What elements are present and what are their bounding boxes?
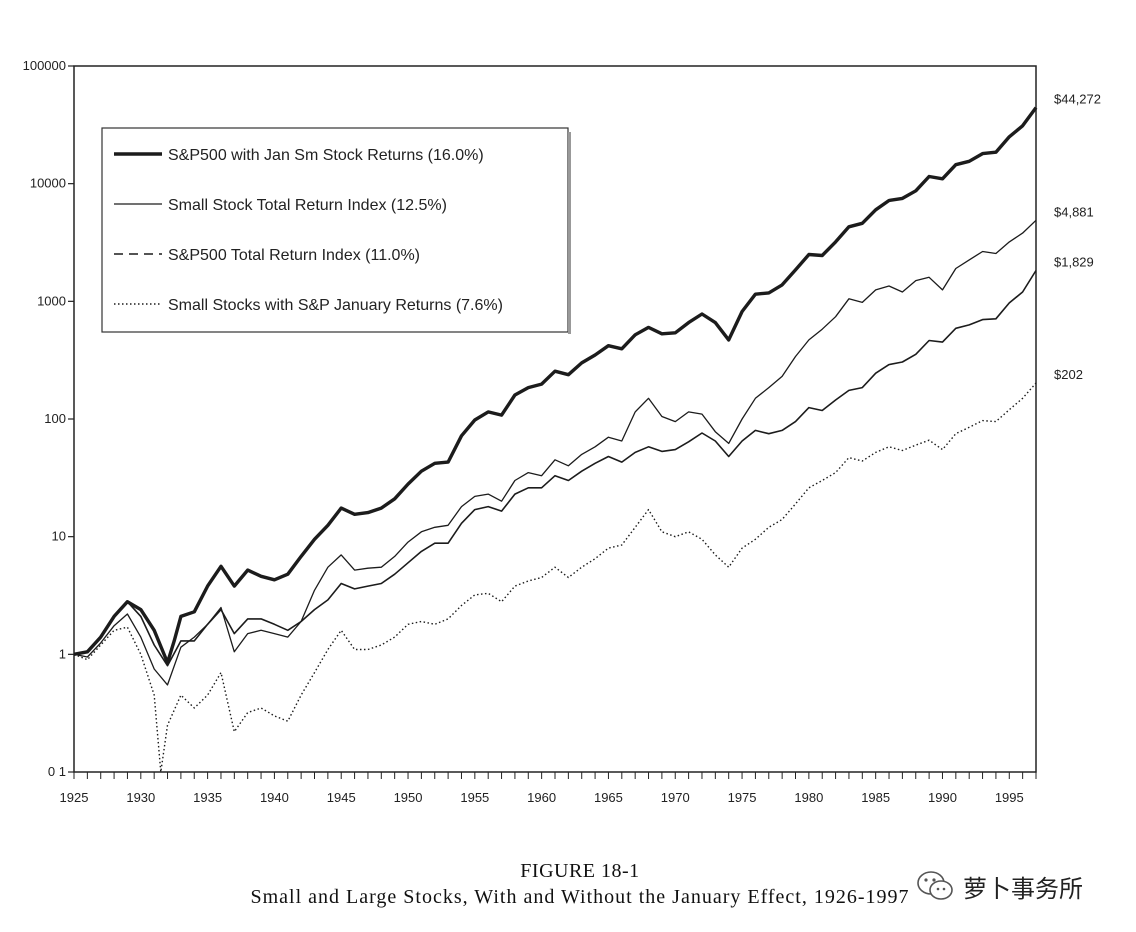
y-tick-label: 1000	[37, 293, 66, 308]
series-layer	[73, 106, 1038, 773]
x-tick-label: 1925	[60, 790, 89, 805]
y-tick-label: 10	[52, 529, 66, 544]
legend-label: Small Stocks with S&P January Returns (7…	[168, 297, 503, 314]
y-tick-label: 1	[59, 646, 66, 661]
end-labels: $44,272 $4,881 $1,829 $202	[1054, 92, 1101, 382]
figure-label: FIGURE 18-1	[520, 860, 640, 882]
y-tick-label: 10000	[30, 176, 66, 191]
x-tick-label: 1930	[126, 790, 155, 805]
legend: S&P500 with Jan Sm Stock Returns (16.0%)…	[101, 127, 571, 334]
y-tick-label: 0 1	[48, 764, 66, 779]
x-tick-label: 1980	[794, 790, 823, 805]
figure-caption: FIGURE 18-1 Small and Large Stocks, With…	[150, 858, 1010, 910]
x-tick-label: 1945	[327, 790, 356, 805]
x-tick-label: 1955	[460, 790, 489, 805]
series-line-dashed	[73, 270, 1037, 667]
x-tick-label: 1985	[861, 790, 890, 805]
x-tick-label: 1995	[995, 790, 1024, 805]
legend-label: S&P500 Total Return Index (11.0%)	[168, 247, 420, 264]
x-tick-label: 1960	[527, 790, 556, 805]
x-tick-label: 1990	[928, 790, 957, 805]
series-line-solid	[73, 219, 1037, 686]
x-tick-label: 1975	[728, 790, 757, 805]
x-axis: 1925 1930 1935 1940 1945 1950 1955 1960 1965 1970…	[60, 772, 1037, 805]
legend-label: Small Stock Total Return Index (12.5%)	[168, 197, 447, 214]
end-value-label: $4,881	[1054, 204, 1094, 219]
x-tick-label: 1935	[193, 790, 222, 805]
y-axis: 100000 10000 1000 100 10 1 0 1	[23, 58, 74, 779]
y-tick-label: 100000	[23, 58, 66, 73]
wechat-icon	[917, 871, 953, 900]
figure-title: Small and Large Stocks, With and Without…	[250, 886, 910, 908]
end-value-label: $1,829	[1054, 254, 1094, 269]
watermark-text: 萝卜事务所	[963, 874, 1083, 903]
legend-box	[101, 127, 569, 333]
legend-label: S&P500 with Jan Sm Stock Returns (16.0%)	[168, 147, 484, 164]
x-tick-label: 1965	[594, 790, 623, 805]
end-value-label: $202	[1054, 367, 1083, 382]
series-line-thick	[73, 106, 1038, 665]
x-tick-label: 1950	[394, 790, 423, 805]
legend-shadow	[568, 132, 571, 334]
x-tick-label: 1970	[661, 790, 690, 805]
series-line-dotted	[73, 382, 1037, 773]
watermark: 萝卜事务所	[915, 866, 1083, 906]
x-tick-label: 1940	[260, 790, 289, 805]
end-value-label: $44,272	[1054, 92, 1101, 107]
y-tick-label: 100	[44, 411, 66, 426]
chart: 100000 10000 1000 100 10 1 0 1 1925 1930 1935 194…	[23, 58, 1101, 805]
